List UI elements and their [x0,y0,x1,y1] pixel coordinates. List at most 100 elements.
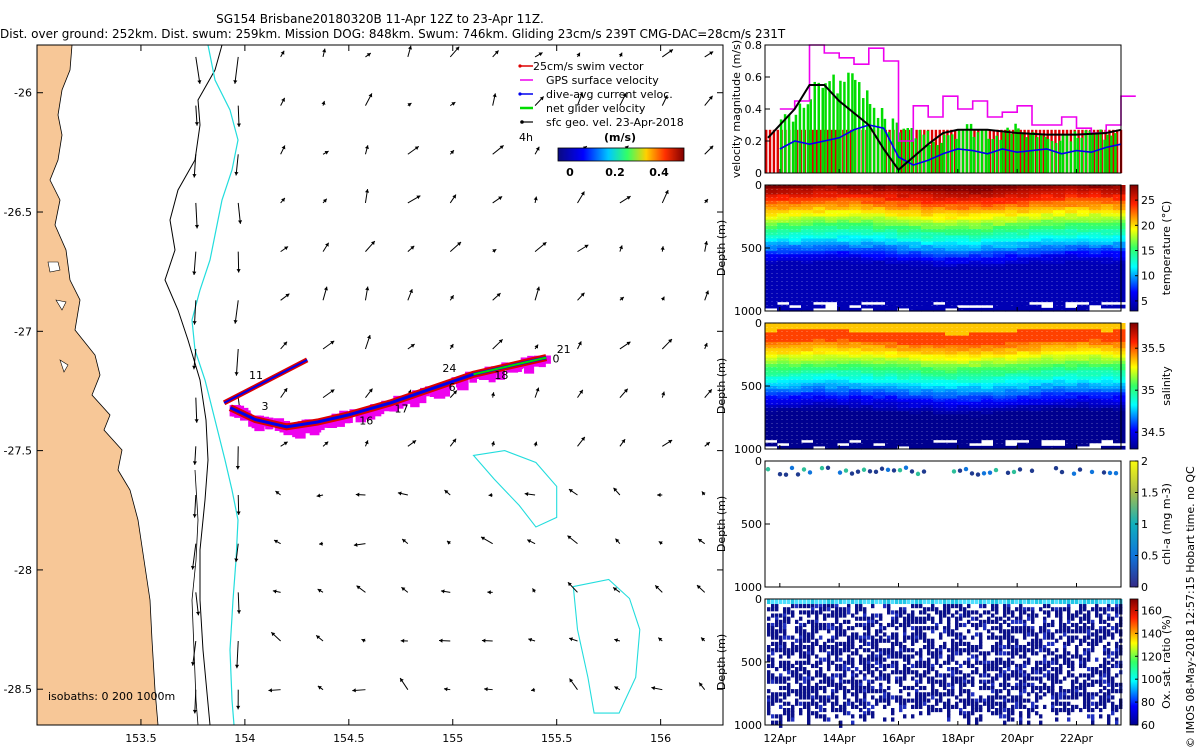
section-cell [1101,354,1114,359]
oxygen-cell [767,698,771,703]
section-cell [969,307,982,312]
oxygen-cell [1011,707,1015,713]
oxygen-cell [995,667,999,672]
oxygen-cell [971,692,975,697]
section-cell [765,285,778,290]
oxygen-cell [1039,714,1043,719]
oxygen-cell [915,619,919,624]
oxygen-cell [939,644,943,650]
section-cell [993,276,1006,281]
oxygen-cell [1063,648,1067,653]
section-cell [873,219,886,224]
oxygen-cell [943,676,947,681]
oxygen-cell [867,689,871,694]
sfc-vector-head [528,637,533,642]
oxygen-cell [799,673,803,678]
oxygen-cell [991,667,995,672]
section-cell [885,285,898,290]
oxygen-cell [903,663,907,669]
section-cell [957,222,970,227]
section-cell [969,363,982,368]
section-cell [849,238,862,243]
oxygen-cell [903,667,907,672]
section-cell [909,417,922,422]
section-cell [897,439,910,444]
section-cell [1017,357,1030,362]
section-cell [849,260,862,265]
section-cell [957,266,970,271]
section-cell [885,338,898,343]
section-cell [945,232,958,236]
section-cell [897,216,910,221]
section-cell [777,225,790,230]
oxygen-cell [1063,689,1067,694]
oxygen-cell [835,689,839,694]
section-cell [1053,357,1066,362]
sfc-vector-head [191,662,196,666]
section-cell [909,207,922,211]
oxygen-cell [915,698,919,703]
oxygen-cell [863,635,867,640]
oxygen-cell [839,676,843,681]
oxygen-cell [839,682,843,687]
section-cell [981,335,994,340]
oxygen-cell [951,654,955,659]
section-cell [789,270,802,274]
section-cell [945,329,958,334]
section-cell [837,414,850,419]
oxygen-cell [871,644,875,650]
oxygen-cell [1019,698,1023,703]
section-cell [825,386,838,390]
section-cell [993,235,1006,240]
oxygen-cell [867,632,871,637]
oxygen-cell [931,707,935,713]
day-label-8: 0 [553,352,560,365]
oxygen-cell [1019,701,1023,706]
section-cell [777,222,790,227]
oxygen-cell [923,635,927,640]
section-cell [789,295,802,299]
section-cell [909,367,922,371]
section-cell [1113,244,1126,249]
sfc-vector-head [484,687,488,692]
section-cell [1041,244,1054,249]
section-cell [837,219,850,224]
section-cell [837,376,850,381]
oxygen-cell [775,641,779,646]
section-cell [1053,248,1066,252]
swim-bar [934,129,938,173]
section-cell [957,345,970,349]
section-cell [1041,398,1054,403]
oxygen-cell [951,657,955,662]
section-cell [885,213,898,218]
section-cell [777,326,790,330]
section-cell [1053,398,1066,403]
oxygen-cell [883,673,887,678]
oxygen-cell [1003,660,1007,665]
section-cell [897,354,910,359]
section-cell [765,373,778,378]
section-cell [897,285,910,290]
oxygen-cell [979,660,983,665]
oxygen-cell [831,651,835,656]
oxygen-cell [771,692,775,697]
section-cell [945,285,958,290]
oxygen-cell [847,701,851,706]
sfc-vector-head [410,344,415,348]
section-cell [981,288,994,293]
oxygen-cell [923,660,927,665]
section-cell [789,298,802,303]
section-cell [777,248,790,252]
oxygen-cell [1043,619,1047,624]
section-cell [1065,430,1078,434]
oxygen-surface [919,599,923,605]
legend-dac: dive-avg current veloc. [546,88,673,101]
section-cell [1077,370,1090,374]
oxygen-cell [995,701,999,706]
section-cell [897,213,910,218]
section-cell [801,270,814,274]
section-cell [1017,345,1030,349]
section-cell [885,263,898,268]
oxygen-cell [923,698,927,703]
oxygen-cell [815,629,819,634]
